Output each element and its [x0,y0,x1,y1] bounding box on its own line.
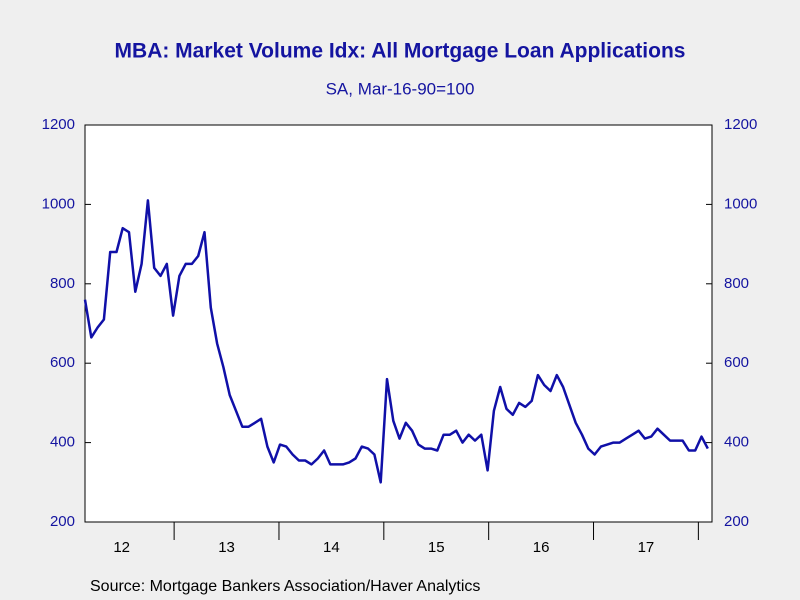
y-tick-label: 800 [50,275,75,292]
x-tick-label: 17 [638,539,655,556]
x-tick-label: 16 [533,539,550,556]
y2-tick-label: 200 [724,513,749,530]
y2-tick-label: 1200 [724,116,757,133]
x-tick-label: 15 [428,539,445,556]
source-note: Source: Mortgage Bankers Association/Hav… [90,578,480,595]
x-tick-label: 13 [218,539,235,556]
y2-tick-label: 1000 [724,195,757,212]
y2-tick-label: 600 [724,354,749,371]
series-line [83,199,709,484]
y2-tick-label: 400 [724,434,749,451]
y-tick-label: 400 [50,434,75,451]
x-tick-label: 14 [323,539,340,556]
chart-title: MBA: Market Volume Idx: All Mortgage Loa… [115,40,686,63]
y2-tick-label: 800 [724,275,749,292]
y-tick-label: 1000 [42,195,75,212]
y-tick-label: 600 [50,354,75,371]
y-tick-label: 200 [50,513,75,530]
y-tick-label: 1200 [42,116,75,133]
x-tick-label: 12 [113,539,130,556]
chart-subtitle: SA, Mar-16-90=100 [326,79,475,98]
plot-area [84,124,713,523]
